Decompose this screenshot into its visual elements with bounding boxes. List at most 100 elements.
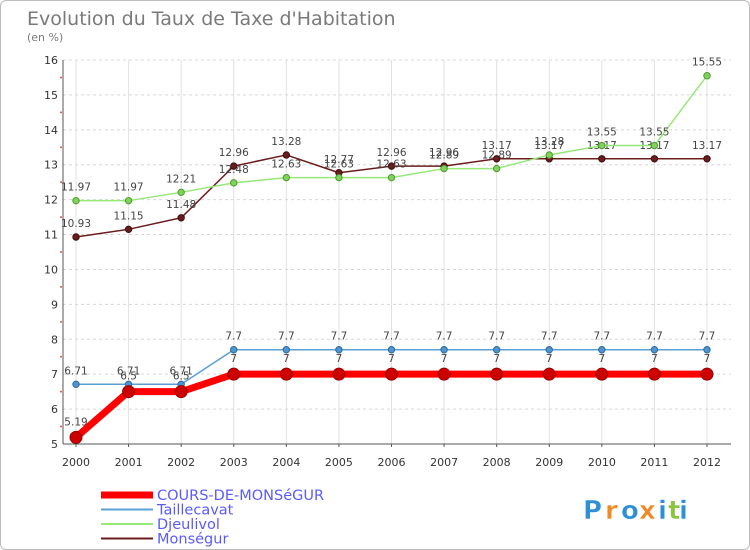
data-point (282, 346, 291, 354)
data-label: 7.7 (699, 331, 716, 343)
data-label: 6.71 (64, 365, 87, 377)
data-point (437, 367, 451, 381)
data-label: 12.63 (271, 159, 301, 171)
legend-label: Taillecavat (156, 503, 234, 519)
data-label: 7 (651, 353, 658, 365)
data-point (335, 346, 343, 354)
data-label: 5.19 (64, 416, 87, 428)
y-tick-label: 10 (44, 263, 58, 276)
data-label: 12.96 (429, 147, 459, 159)
data-label: 7 (493, 353, 500, 365)
data-label: 12.48 (219, 164, 249, 176)
y-minor-tick (60, 251, 62, 253)
data-point (230, 162, 238, 170)
data-point (703, 72, 711, 80)
logo-letter: t (668, 496, 680, 526)
data-point (598, 346, 606, 354)
legend-label: COURS-DE-MONSéGUR (157, 488, 324, 504)
logo-letter: i (658, 496, 667, 526)
data-point (598, 155, 606, 163)
data-point (440, 346, 448, 354)
data-label: 7 (441, 353, 448, 365)
chart-title: Evolution du Taux de Taxe d'Habitation (27, 8, 396, 30)
x-tick-label: 2009 (535, 456, 563, 469)
logo-letter: x (639, 496, 656, 526)
legend-label: Djeulivol (157, 517, 220, 533)
data-label: 13.17 (534, 140, 564, 152)
data-point (124, 225, 133, 234)
data-point (440, 164, 448, 173)
series-group: 10.93 11.15 11.48 12.96 13.28 12.77 12.96 12.96… (61, 57, 722, 444)
data-label: 12.96 (219, 147, 249, 159)
data-point (230, 179, 238, 187)
series-3: 5.19 6.5 6.5 7 7 7 7 7 7 7 7 7 7 (64, 353, 714, 444)
data-label: 12.89 (482, 150, 512, 162)
data-label: 12.21 (166, 173, 196, 185)
data-point (72, 233, 80, 241)
data-point (545, 346, 553, 354)
data-label: 7 (336, 353, 343, 365)
data-label: 12.63 (324, 159, 354, 171)
y-tick-label: 15 (44, 89, 58, 102)
x-tick-label: 2008 (483, 456, 511, 469)
series-0: 10.93 11.15 11.48 12.96 13.28 12.77 12.96 12.96… (61, 136, 722, 241)
grid (63, 59, 731, 445)
data-point (177, 214, 185, 222)
data-point (72, 380, 80, 389)
data-label: 7.7 (488, 331, 505, 343)
x-tick-label: 2011 (640, 456, 668, 469)
data-point (69, 430, 83, 444)
data-point (124, 196, 133, 205)
y-tick-label: 5 (51, 438, 58, 451)
data-label: 7.7 (278, 331, 295, 343)
y-minor-tick (60, 390, 62, 393)
data-label: 13.28 (271, 136, 301, 148)
legend: COURS-DE-MONSéGURTaillecavatDjeulivolMon… (101, 488, 324, 548)
data-label: 7.7 (541, 331, 558, 343)
data-point (282, 151, 291, 159)
data-point (650, 346, 659, 354)
data-point (122, 385, 136, 399)
data-label: 7.7 (331, 331, 348, 343)
series-2: 6.71 6.71 6.71 7.7 7.7 7.7 7.7 7.7 7.7 7.7 7.7 7.7 7… (64, 331, 716, 389)
data-point (387, 173, 396, 182)
data-point (387, 162, 396, 170)
data-label: 13.55 (639, 127, 669, 139)
data-point (650, 141, 659, 150)
legend-label: Monségur (157, 532, 228, 548)
data-point (385, 367, 398, 381)
y-minor-tick (60, 285, 62, 288)
data-label: 7 (546, 353, 553, 365)
data-label: 13.17 (692, 140, 722, 152)
y-minor-tick (60, 76, 62, 79)
x-tick-label: 2007 (430, 456, 458, 469)
data-point (282, 173, 291, 182)
data-label: 6.5 (173, 371, 190, 383)
data-point (230, 346, 238, 354)
y-tick-label: 11 (44, 229, 58, 242)
data-point (227, 367, 241, 381)
data-label: 12.77 (324, 154, 354, 166)
logo-letter: r (605, 496, 618, 526)
y-tick-label: 16 (44, 54, 58, 67)
x-tick-label: 2006 (378, 456, 406, 469)
x-tick-label: 2004 (272, 456, 300, 469)
data-label: 11.97 (114, 182, 144, 194)
x-tick-label: 2010 (588, 456, 616, 469)
x-tick-label: 2002 (167, 456, 195, 469)
y-minor-tick (60, 320, 62, 323)
y-axis-unit: (en %) (27, 31, 63, 44)
data-point (177, 188, 185, 197)
logo-letter: o (621, 496, 639, 526)
data-point (700, 367, 714, 381)
data-point (545, 151, 553, 159)
data-point (703, 346, 711, 354)
legend-item: Djeulivol (101, 517, 220, 533)
legend-item: Taillecavat (101, 503, 234, 519)
y-tick-label: 8 (51, 333, 58, 346)
data-point (650, 155, 659, 163)
data-label: 6.71 (169, 365, 192, 377)
y-minor-tick (60, 111, 62, 114)
